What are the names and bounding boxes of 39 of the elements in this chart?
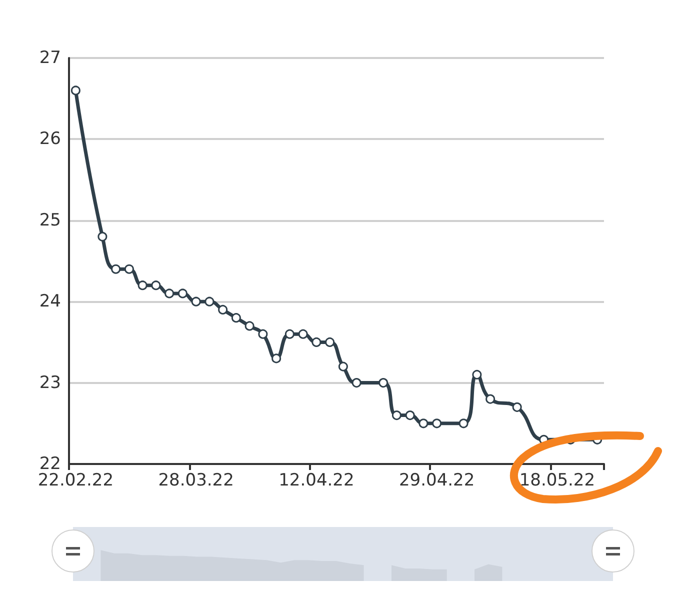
point [258,329,268,339]
point [70,86,80,96]
point [378,378,388,388]
point [338,362,348,372]
point [98,232,108,242]
point [284,329,294,339]
point [111,264,121,274]
y-tick-label: 26 [39,129,61,150]
y-tick-label: 27 [39,48,61,68]
point [325,337,335,347]
x-tick-label: 18.05.22 [519,470,596,490]
point [231,313,241,323]
y-tick-label: 24 [39,292,61,312]
point [405,410,415,420]
x-tick-label: 12.04.22 [278,470,354,490]
point [418,418,428,428]
point [458,418,468,428]
point [244,321,254,331]
point [204,296,214,306]
point [512,402,522,412]
point [191,296,201,306]
y-tick-label: 25 [39,210,61,230]
point [298,329,308,339]
point [472,370,482,380]
x-tick-label: 29.04.22 [398,470,475,490]
point [352,378,362,388]
point [164,288,174,298]
point [432,418,442,428]
x-tick-label: 28.03.22 [158,470,234,490]
point [312,337,322,347]
point [218,304,228,314]
point [178,288,188,298]
point [486,394,496,404]
point [138,280,148,290]
point [272,354,282,364]
point [151,280,161,290]
point [124,264,134,274]
y-tick-label: 23 [39,372,61,393]
point [392,410,402,420]
